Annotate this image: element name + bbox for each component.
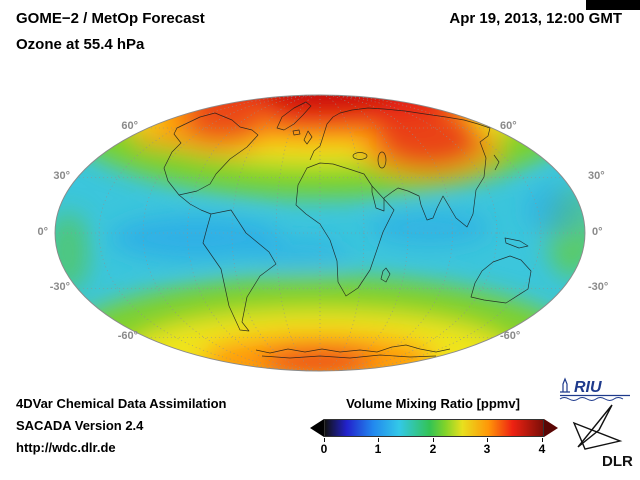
lat-label-right-60: 60° bbox=[500, 120, 517, 132]
dlr-logo: DLR bbox=[572, 404, 633, 470]
lat-label-left-m60: -60° bbox=[117, 330, 138, 342]
credit-line-assimilation: 4DVar Chemical Data Assimilation bbox=[16, 396, 227, 411]
colorbar-tick-label: 1 bbox=[374, 442, 382, 456]
colorbar-tick-label: 2 bbox=[429, 442, 437, 456]
lat-label-right-30: 30° bbox=[588, 170, 605, 182]
dlr-wing-icon bbox=[572, 421, 623, 450]
lat-label-right-m30: -30° bbox=[588, 281, 609, 293]
colorbar-tick-label: 4 bbox=[538, 442, 546, 456]
map-outline bbox=[54, 94, 586, 372]
colorbar-tick bbox=[542, 438, 543, 442]
colorbar-bar bbox=[324, 419, 544, 437]
dlr-logo-text: DLR bbox=[602, 453, 633, 470]
lat-label-left-60: 60° bbox=[121, 120, 138, 132]
colorbar-tick bbox=[324, 438, 325, 442]
colorbar-tick bbox=[487, 438, 488, 442]
top-right-black-bar bbox=[586, 0, 640, 10]
lat-label-right-m60: -60° bbox=[500, 330, 521, 342]
riu-logo-text: RIU bbox=[574, 379, 602, 396]
figure-subtitle: Ozone at 55.4 hPa bbox=[16, 36, 145, 53]
riu-logo: RIU bbox=[559, 377, 630, 401]
lat-label-right-0: 0° bbox=[592, 226, 603, 238]
lat-label-left-0: 0° bbox=[37, 226, 48, 238]
colorbar-ticks: 0 1 2 3 4 bbox=[320, 438, 546, 456]
lat-label-left-m30: -30° bbox=[49, 281, 70, 293]
colorbar bbox=[310, 419, 558, 437]
lat-label-left-30: 30° bbox=[53, 170, 70, 182]
riu-spire-icon bbox=[560, 377, 570, 393]
colorbar-tick bbox=[433, 438, 434, 442]
ozone-field bbox=[55, 95, 585, 371]
colorbar-title: Volume Mixing Ratio [ppmv] bbox=[346, 396, 520, 411]
dlr-wing-icon bbox=[577, 404, 613, 448]
coastlines bbox=[163, 101, 532, 359]
colorbar-tick bbox=[378, 438, 379, 442]
colorbar-tick-label: 0 bbox=[320, 442, 328, 456]
figure-title: GOME−2 / MetOp Forecast bbox=[16, 10, 205, 27]
riu-wave-icon bbox=[559, 397, 624, 401]
colorbar-left-arrow bbox=[310, 419, 324, 437]
colorbar-tick-label: 3 bbox=[483, 442, 491, 456]
colorbar-right-arrow bbox=[544, 419, 558, 437]
figure-datetime: Apr 19, 2013, 12:00 GMT bbox=[449, 10, 622, 27]
credit-line-version: SACADA Version 2.4 bbox=[16, 418, 144, 433]
credit-line-url: http://wdc.dlr.de bbox=[16, 440, 116, 455]
